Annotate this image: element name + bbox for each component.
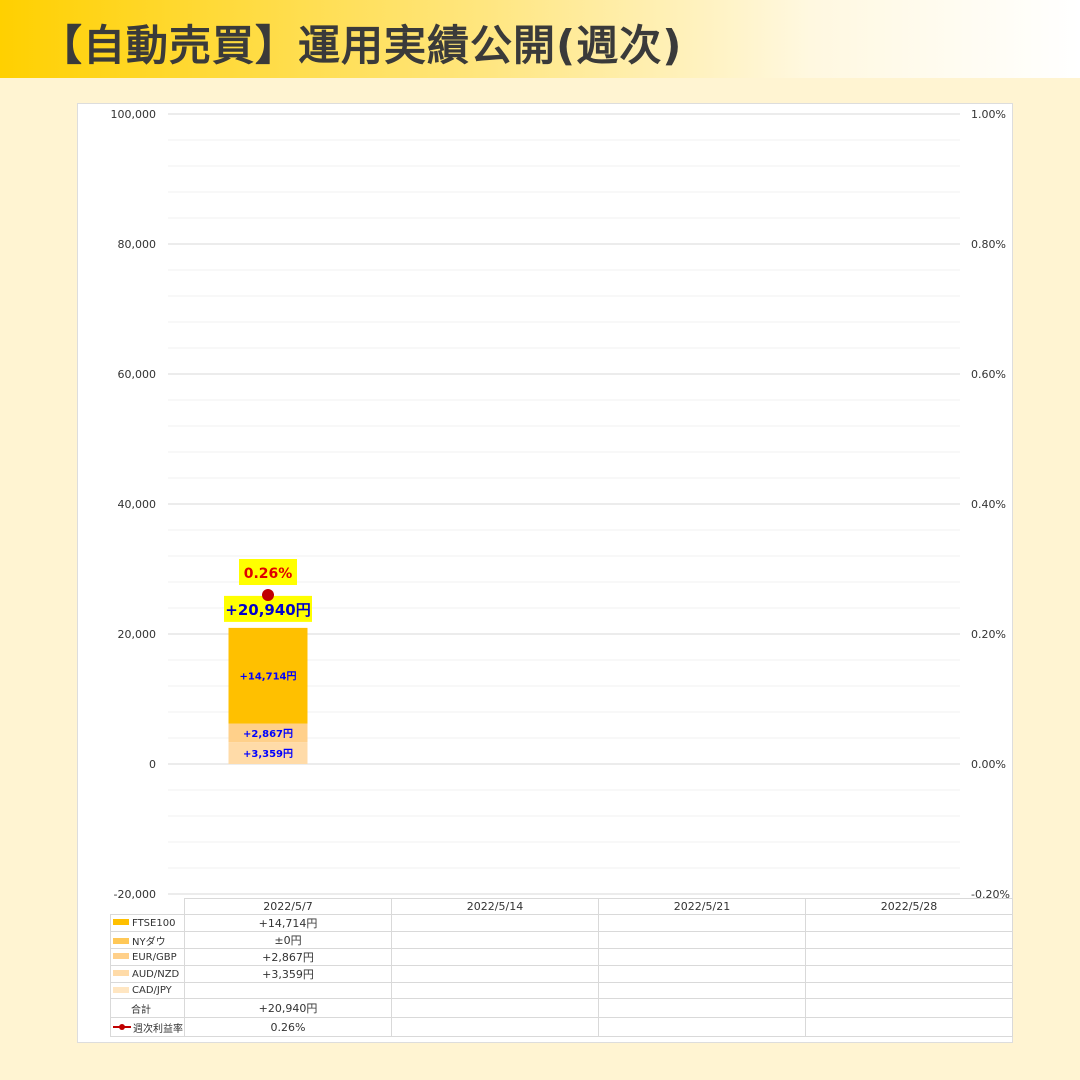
rate-data-label: 0.26% (244, 566, 293, 582)
table-cell: +14,714円 (184, 914, 392, 932)
header-banner: 【自動売買】運用実績公開(週次) (0, 0, 1080, 78)
bar-segment (228, 723, 308, 743)
row-label: AUD/NZD (110, 965, 185, 983)
bar-data-label: +14,714円 (240, 671, 297, 683)
table-cell (598, 998, 806, 1018)
row-label: NYダウ (110, 931, 185, 949)
y-tick-label: -20,000 (114, 888, 156, 901)
table-cell (805, 998, 1013, 1018)
table-cell (184, 982, 392, 999)
row-label-text: 週次利益率 (133, 1023, 183, 1035)
row-label-text: CAD/JPY (132, 985, 172, 996)
y2-tick-label: -0.20% (971, 888, 1010, 901)
rate-point (262, 589, 274, 601)
y2-tick-label: 1.00% (971, 108, 1006, 121)
row-label: FTSE100 (110, 914, 185, 932)
table-cell (598, 931, 806, 949)
y-tick-label: 40,000 (118, 498, 157, 511)
row-label-text: FTSE100 (132, 917, 176, 929)
bar-segment (228, 742, 308, 764)
table-row: CAD/JPY (110, 982, 1013, 999)
table-cell (391, 982, 599, 999)
table-row: NYダウ ±0円 (110, 931, 1013, 949)
page-title: 【自動売買】運用実績公開(週次) (40, 21, 683, 70)
legend-swatch-icon (113, 970, 129, 976)
y-tick-label: 60,000 (118, 368, 157, 381)
y2-tick-label: 0.00% (971, 758, 1006, 771)
table-cell (805, 914, 1013, 932)
table-cell: ±0円 (184, 931, 392, 949)
table-cell (391, 931, 599, 949)
table-cell (391, 1017, 599, 1037)
table-cell (805, 1017, 1013, 1037)
table-row: 合計 +20,940円 (110, 998, 1013, 1018)
row-label: 週次利益率 (110, 1017, 185, 1037)
bar-data-label: +3,359円 (243, 748, 293, 760)
table-cell: 0.26% (184, 1017, 392, 1037)
table-cell (598, 982, 806, 999)
line-marker-icon (113, 1024, 131, 1030)
table-cell (805, 965, 1013, 983)
table-cell (391, 914, 599, 932)
row-label-text: 合計 (131, 1004, 151, 1016)
row-label-text: AUD/NZD (132, 968, 180, 980)
table-row: EUR/GBP +2,867円 (110, 948, 1013, 966)
bar-segment (228, 627, 308, 724)
row-label: CAD/JPY (110, 982, 185, 999)
row-label-text: NYダウ (132, 936, 166, 948)
y-tick-label: 0 (149, 758, 156, 771)
chart-panel (77, 103, 1013, 1043)
table-row: AUD/NZD +3,359円 (110, 965, 1013, 983)
row-label-text: EUR/GBP (132, 951, 177, 963)
table-cell (391, 998, 599, 1018)
table-cell (805, 931, 1013, 949)
y-tick-label: 80,000 (118, 238, 157, 251)
y2-tick-label: 0.80% (971, 238, 1006, 251)
table-row: 週次利益率 0.26% (110, 1017, 1013, 1037)
y2-tick-label: 0.20% (971, 628, 1006, 641)
legend-swatch-icon (113, 986, 129, 993)
table-row: FTSE100 +14,714円 (110, 914, 1013, 932)
row-label: 合計 (110, 998, 185, 1018)
table-cell (598, 948, 806, 966)
table-cell (598, 1017, 806, 1037)
column-header: 2022/5/21 (598, 898, 806, 915)
table-corner (111, 899, 185, 915)
column-header: 2022/5/7 (184, 898, 392, 915)
total-data-label: +20,940円 (225, 601, 310, 619)
table-cell (391, 965, 599, 983)
table-cell (805, 948, 1013, 966)
column-header: 2022/5/14 (391, 898, 599, 915)
legend-swatch-icon (113, 919, 129, 925)
y2-tick-label: 0.60% (971, 368, 1006, 381)
y2-tick-label: 0.40% (971, 498, 1006, 511)
legend-swatch-icon (113, 938, 129, 944)
row-label: EUR/GBP (110, 948, 185, 966)
table-cell: +20,940円 (184, 998, 392, 1018)
table-cell (598, 914, 806, 932)
legend-swatch-icon (113, 953, 129, 959)
table-cell (598, 965, 806, 983)
rate-label-bg (239, 559, 297, 585)
column-header: 2022/5/28 (805, 898, 1013, 915)
table-cell: +3,359円 (184, 965, 392, 983)
table-cell (391, 948, 599, 966)
table-cell (805, 982, 1013, 999)
bar-data-label: +2,867円 (243, 728, 293, 740)
y-tick-label: 20,000 (118, 628, 157, 641)
y-tick-label: 100,000 (111, 108, 157, 121)
table-cell: +2,867円 (184, 948, 392, 966)
data-table: 2022/5/7 2022/5/14 2022/5/21 2022/5/28 FTSE1… (110, 898, 1013, 1037)
